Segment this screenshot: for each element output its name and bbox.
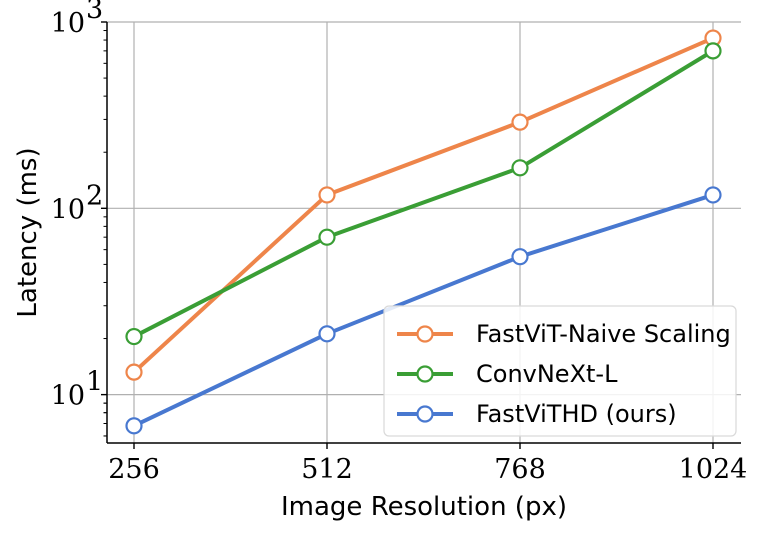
x-axis-title: Image Resolution (px) <box>281 492 567 522</box>
data-point <box>318 228 336 246</box>
legend-marker <box>416 325 434 343</box>
data-point <box>318 325 336 343</box>
series-line <box>133 193 714 428</box>
legend-label: FastViT-Naive Scaling <box>476 320 731 348</box>
x-tick-label: 256 <box>108 454 160 485</box>
legend-box <box>383 305 737 437</box>
legend-marker <box>416 405 434 423</box>
y-tick-label: 10 <box>51 8 85 39</box>
legend-label: FastViTHD (ours) <box>476 400 677 428</box>
legend: FastViT-Naive Scaling ConvNeXt-L FastViTHD… <box>383 305 737 437</box>
data-point <box>511 248 529 266</box>
y-tick-label: 10 <box>51 194 85 225</box>
y-axis-title: Latency (ms) <box>13 147 43 317</box>
series-lines <box>125 29 722 435</box>
data-point <box>125 417 143 435</box>
x-tick-label: 512 <box>301 454 353 485</box>
y-tick-exponent: 2 <box>86 180 103 211</box>
data-point <box>704 42 722 60</box>
series-line <box>133 49 715 339</box>
data-point <box>511 113 529 131</box>
y-tick-exponent: 1 <box>86 367 103 398</box>
x-tick-label: 1024 <box>679 454 748 485</box>
data-point <box>125 327 143 346</box>
data-point <box>704 186 722 204</box>
x-tick-labels: 256 512 768 1024 <box>108 454 747 485</box>
x-tick-label: 768 <box>494 454 546 485</box>
series-line <box>132 36 714 374</box>
y-tick-label: 10 <box>51 381 85 412</box>
data-point <box>125 363 143 381</box>
data-point <box>318 186 336 204</box>
data-point <box>511 159 529 177</box>
legend-marker <box>416 365 434 383</box>
legend-label: ConvNeXt-L <box>476 360 618 388</box>
y-tick-exponent: 3 <box>86 0 103 25</box>
axes <box>101 21 741 449</box>
